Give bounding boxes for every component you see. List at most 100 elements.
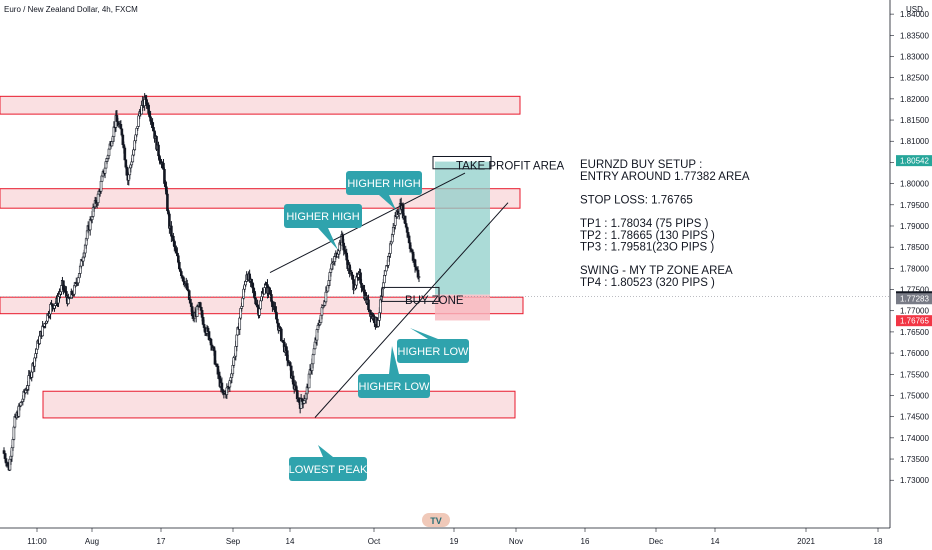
- candle-body: [12, 426, 16, 440]
- callout: HIGHER HIGH: [284, 204, 362, 250]
- callout-box: [284, 204, 362, 228]
- time-axis[interactable]: 11:00 Aug 17 Sep 14 Oct 19 Nov 16 Dec 14 2021 18: [0, 527, 890, 546]
- price-tick-label: 1.78500: [900, 243, 929, 252]
- callout: HIGHER LOW: [397, 328, 469, 363]
- setup-note-line: EURNZD BUY SETUP :: [580, 159, 702, 171]
- time-tick-label: 2021: [797, 537, 815, 546]
- price-label: 1.76765: [900, 317, 929, 326]
- callout-text: HIGHER HIGH: [347, 178, 420, 190]
- candle-body: [288, 362, 292, 367]
- time-tick-label: 18: [874, 537, 883, 546]
- setup-note-line: TP4 : 1.80523 (320 PIPS ): [580, 277, 715, 289]
- candles-layer: [0, 93, 524, 472]
- setup-note-line: STOP LOSS: 1.76765: [580, 194, 693, 206]
- callout-box: [358, 374, 430, 398]
- price-label-bg: [896, 315, 932, 327]
- take-profit-marker: [432, 155, 492, 170]
- price-tick-label: 1.73000: [900, 476, 929, 485]
- setup-note-line: ENTRY AROUND 1.77382 AREA: [580, 171, 750, 183]
- candle-body: [152, 127, 155, 132]
- callout: HIGHER HIGH: [346, 171, 422, 210]
- price-tick-label: 1.77000: [900, 307, 929, 316]
- tradingview-logo: TV: [422, 513, 450, 527]
- candle-body: [367, 299, 370, 311]
- candle-body: [99, 180, 103, 192]
- candle: [280, 327, 283, 342]
- price-tick-label: 1.81000: [900, 137, 929, 146]
- time-tick-label: 14: [711, 537, 720, 546]
- candle-body: [280, 328, 283, 342]
- buy-zone-marker: [381, 286, 440, 302]
- time-tick-label: Oct: [368, 537, 381, 546]
- callout-pointer: [389, 346, 399, 374]
- candle-body: [96, 193, 100, 203]
- callout-box: [289, 457, 367, 481]
- buy-zone-label: BUY ZONE: [405, 295, 464, 307]
- price-label: 1.77283: [900, 295, 929, 304]
- candle-body: [166, 193, 169, 211]
- callout-text: HIGHER LOW: [359, 381, 431, 393]
- candle-body: [179, 271, 183, 276]
- price-tick-label: 1.81500: [900, 116, 929, 125]
- candle-body: [417, 276, 421, 278]
- callout-pointer: [318, 445, 333, 457]
- candle-body: [259, 300, 262, 310]
- time-tick-label: 14: [286, 537, 295, 546]
- overlays-layer: TAKE PROFIT AREA BUY ZONE HIGHER HIGH HIGHE…: [0, 155, 890, 527]
- price-tick-label: 1.84000: [900, 10, 929, 19]
- zone-rect: [42, 390, 516, 419]
- price-tick-label: 1.74000: [900, 434, 929, 443]
- price-tick-label: 1.77500: [900, 286, 929, 295]
- callout-box: [346, 171, 422, 195]
- callout-text: HIGHER HIGH: [286, 211, 359, 223]
- time-tick-label: Aug: [85, 537, 99, 546]
- stop-loss-box: [435, 294, 490, 321]
- trendline-lower: [314, 202, 509, 418]
- time-tick-label: 11:00: [27, 537, 47, 546]
- price-tick-label: 1.76000: [900, 349, 929, 358]
- setup-note-line: SWING - MY TP ZONE AREA: [580, 265, 733, 277]
- currency-label: USD: [906, 5, 923, 14]
- price-label-bg: [896, 155, 932, 167]
- callout: HIGHER LOW: [358, 346, 430, 398]
- price-tick-label: 1.74500: [900, 413, 929, 422]
- candle-body: [107, 148, 111, 157]
- setup-note-line: TP3 : 1.79581(23O PIPS ): [580, 242, 714, 254]
- callout-text: HIGHER LOW: [398, 346, 470, 358]
- callout-pointer: [410, 328, 438, 339]
- chart-title: Euro / New Zealand Dollar, 4h, FXCM: [4, 5, 138, 14]
- candle: [123, 145, 127, 161]
- candle-body: [240, 306, 244, 309]
- callout-box: [397, 339, 469, 363]
- price-tick-label: 1.75500: [900, 370, 929, 379]
- candle-body: [220, 382, 224, 390]
- candle-body: [103, 167, 107, 174]
- candle-body: [385, 265, 388, 272]
- candle-body: [342, 242, 346, 251]
- logo-text: TV: [430, 516, 442, 526]
- price-tick-label: 1.73500: [900, 455, 929, 464]
- callout-pointer: [318, 228, 338, 250]
- zone-rect: [0, 95, 521, 115]
- price-tick-label: 1.83000: [900, 52, 929, 61]
- candle-body: [123, 147, 127, 161]
- callout: LOWEST PEAK: [289, 445, 368, 481]
- price-tick-label: 1.79500: [900, 201, 929, 210]
- candle-body: [302, 400, 306, 404]
- time-tick-label: Sep: [226, 537, 241, 546]
- price-tick-label: 1.76500: [900, 328, 929, 337]
- candle-body: [250, 279, 253, 284]
- price-label-bg: [896, 293, 932, 305]
- candle-body: [157, 144, 160, 157]
- callout-pointer: [379, 195, 396, 210]
- take-profit-label: TAKE PROFIT AREA: [456, 161, 565, 173]
- candle-body: [35, 348, 38, 354]
- candle-body: [76, 277, 80, 284]
- candle-body: [170, 225, 173, 237]
- price-tick-label: 1.82000: [900, 95, 929, 104]
- candle: [417, 273, 421, 283]
- time-tick-label: 19: [450, 537, 459, 546]
- time-tick-label: 16: [581, 537, 590, 546]
